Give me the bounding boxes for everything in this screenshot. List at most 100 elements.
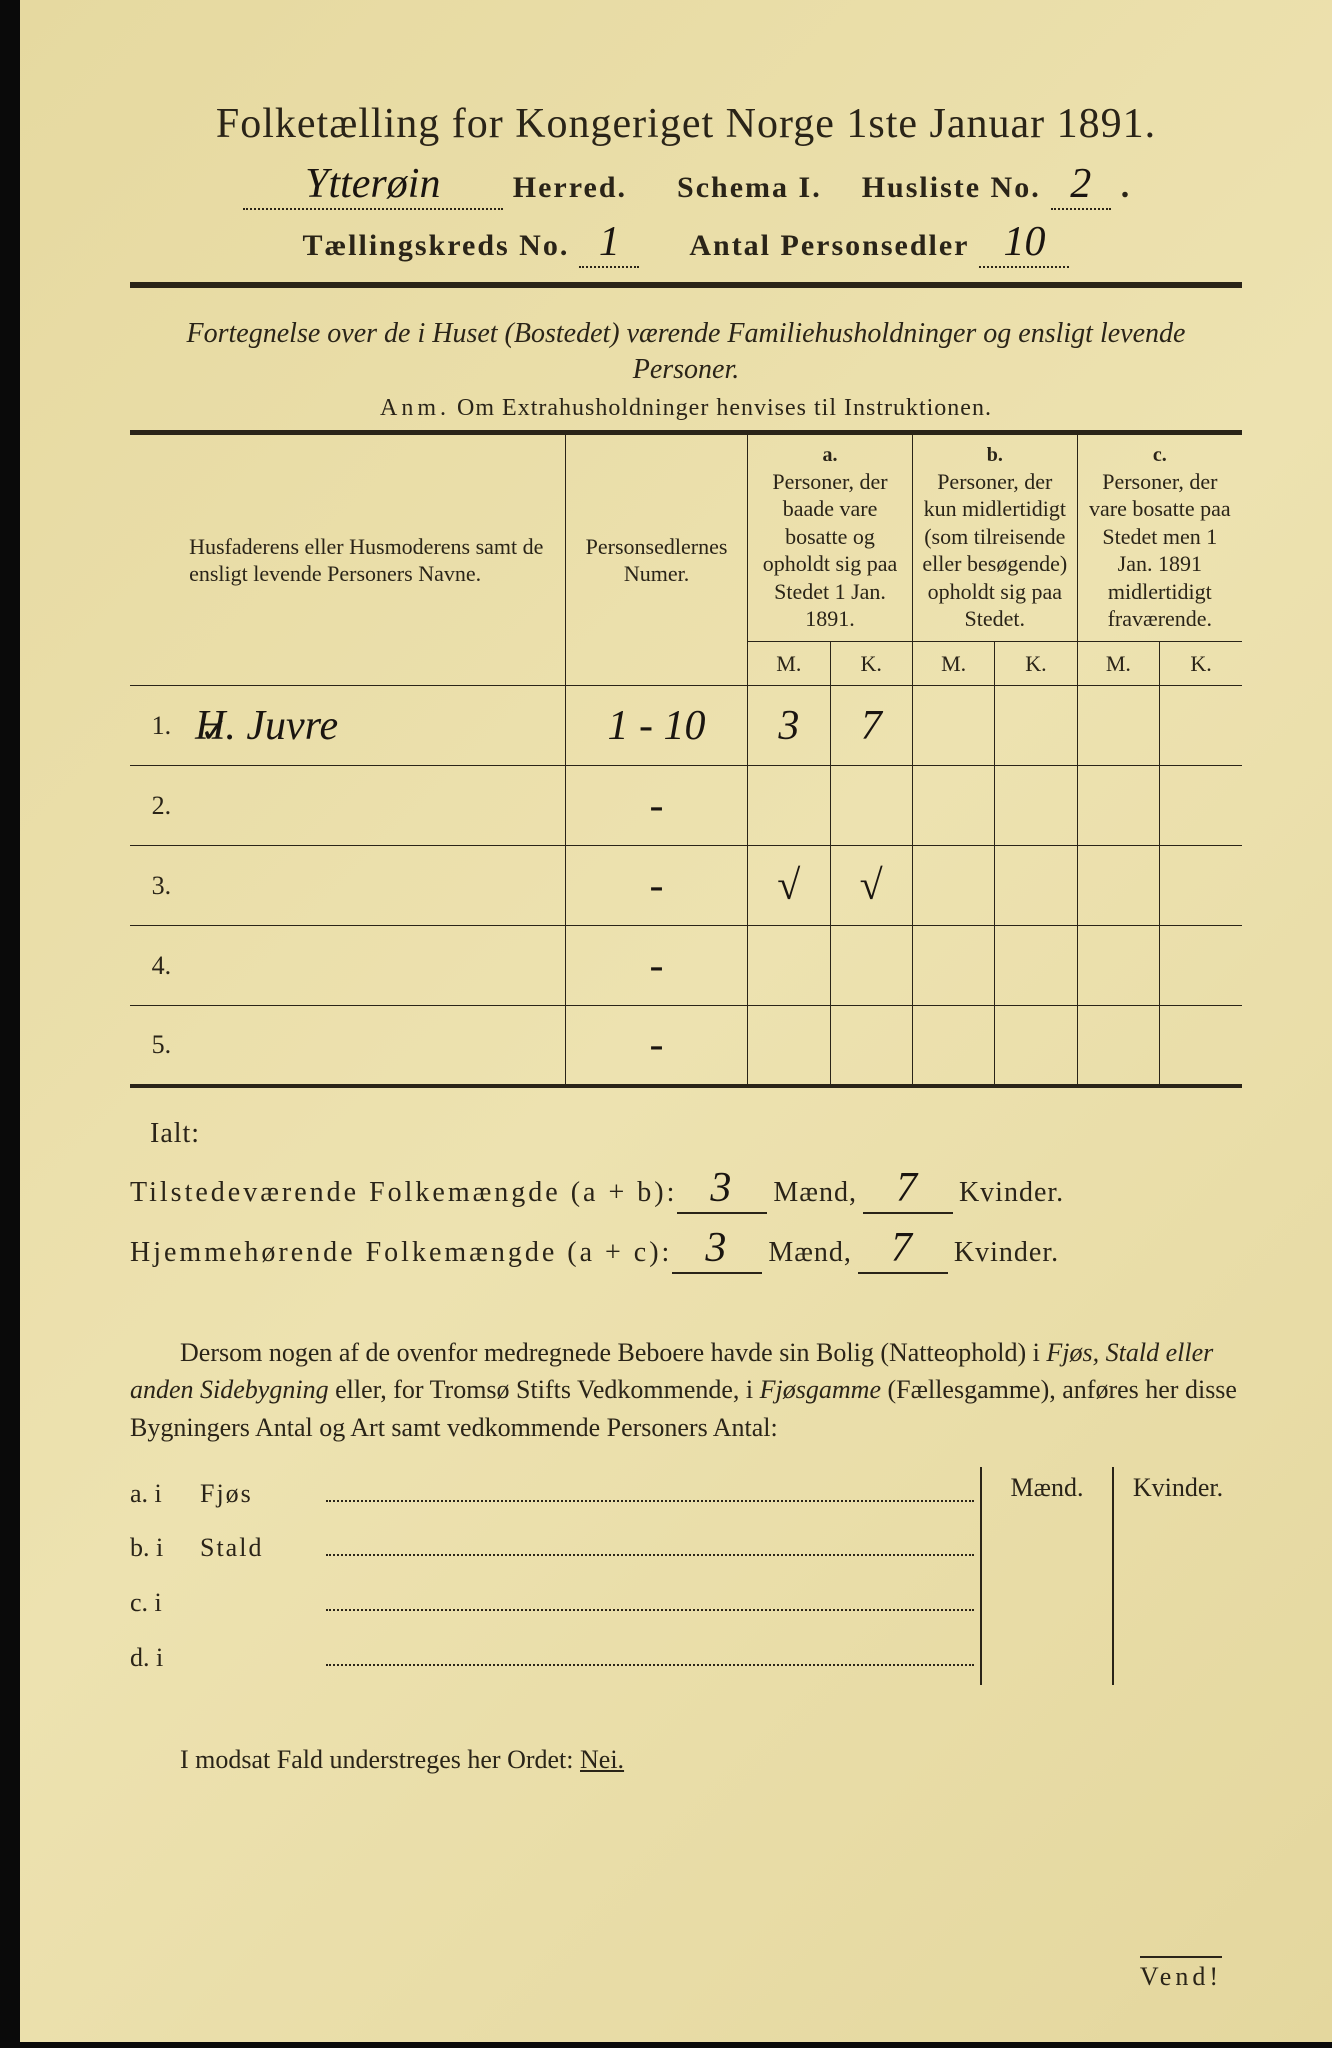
building-list: a. iFjøsb. iStaldc. id. i: [130, 1467, 980, 1685]
col-b-k: K.: [995, 641, 1077, 686]
building-block: a. iFjøsb. iStaldc. id. i Mænd. Kvinder.: [130, 1467, 1242, 1685]
a-m-cell: √: [748, 846, 830, 926]
paragraph: Dersom nogen af de ovenfor medregnede Be…: [130, 1334, 1242, 1447]
a-m-cell: [748, 926, 830, 1006]
col-c-k: K.: [1160, 641, 1242, 686]
husliste-no: 2: [1051, 160, 1111, 210]
dotted-line: [326, 1664, 974, 1666]
a-k-cell: √: [830, 846, 912, 926]
col-b-header: b. Personer, der kun midlertidigt (som t…: [912, 432, 1077, 641]
b-m-cell: [912, 766, 994, 846]
maend-label-2: Mænd,: [768, 1237, 852, 1269]
row-number: 5.: [130, 1006, 177, 1086]
maend-col: Mænd.: [982, 1467, 1112, 1685]
herred-label: Herred.: [513, 171, 627, 205]
husliste-label: Husliste No.: [862, 171, 1041, 205]
a-k-cell: [830, 766, 912, 846]
dotted-line: [326, 1609, 974, 1611]
c-m-cell: [1077, 686, 1159, 766]
a-k-cell: 7: [830, 686, 912, 766]
antal-no: 10: [979, 218, 1069, 268]
numer-cell: -: [565, 846, 747, 926]
home-label: Hjemmehørende Folkemængde (a + c):: [130, 1237, 672, 1269]
checkmark-icon: ✓: [200, 711, 229, 751]
col-c-m: M.: [1077, 641, 1159, 686]
row-number: ✓1.: [130, 686, 177, 766]
antal-label: Antal Personsedler: [689, 229, 969, 263]
building-lab: d. i: [130, 1631, 200, 1686]
footer-nei: Nei.: [580, 1745, 624, 1774]
header-row-1: Ytterøin Herred. Schema I. Husliste No. …: [130, 160, 1242, 210]
page-title: Folketælling for Kongeriget Norge 1ste J…: [130, 100, 1242, 148]
name-cell: [177, 766, 565, 846]
building-row: a. iFjøs: [130, 1467, 980, 1522]
name-cell: [177, 1006, 565, 1086]
c-k-cell: [1160, 1006, 1242, 1086]
c-k-cell: [1160, 926, 1242, 1006]
c-m-cell: [1077, 1006, 1159, 1086]
present-m: 3: [677, 1164, 767, 1214]
ialt-label: Ialt:: [150, 1118, 1242, 1150]
col-numer-header: Personsedlernes Numer.: [565, 432, 747, 686]
b-m-cell: [912, 846, 994, 926]
name-cell: [177, 846, 565, 926]
building-lab: c. i: [130, 1576, 200, 1631]
row-number: 3.: [130, 846, 177, 926]
vend-label: Vend!: [1140, 1956, 1222, 1992]
home-k: 7: [858, 1224, 948, 1274]
b-k-cell: [995, 846, 1077, 926]
divider-thick: [130, 282, 1242, 288]
present-label: Tilstedeværende Folkemængde (a + b):: [130, 1177, 677, 1209]
table-row: 2. -: [130, 766, 1242, 846]
a-m-cell: 3: [748, 686, 830, 766]
c-m-cell: [1077, 766, 1159, 846]
row-number: 2.: [130, 766, 177, 846]
b-k-cell: [995, 926, 1077, 1006]
numer-cell: -: [565, 1006, 747, 1086]
kreds-no: 1: [579, 218, 639, 268]
building-name: Fjøs: [200, 1467, 320, 1522]
kvinder-col: Kvinder.: [1112, 1467, 1242, 1685]
home-m: 3: [672, 1224, 762, 1274]
col-c-header: c. Personer, der vare bosatte paa Stedet…: [1077, 432, 1242, 641]
b-k-cell: [995, 686, 1077, 766]
c-k-cell: [1160, 846, 1242, 926]
col-a-k: K.: [830, 641, 912, 686]
schema-label: Schema I.: [677, 171, 822, 205]
b-m-cell: [912, 1006, 994, 1086]
b-k-cell: [995, 766, 1077, 846]
name-cell: H. Juvre: [177, 686, 565, 766]
building-name: Stald: [200, 1521, 320, 1576]
a-m-cell: [748, 1006, 830, 1086]
table-row: ✓1.H. Juvre1 - 1037: [130, 686, 1242, 766]
numer-cell: 1 - 10: [565, 686, 747, 766]
maend-label: Mænd,: [773, 1177, 857, 1209]
c-k-cell: [1160, 686, 1242, 766]
table-row: 3.-√√: [130, 846, 1242, 926]
b-k-cell: [995, 1006, 1077, 1086]
a-k-cell: [830, 926, 912, 1006]
totals-present: Tilstedeværende Folkemængde (a + b): 3 M…: [130, 1164, 1242, 1214]
numer-cell: -: [565, 926, 747, 1006]
building-row: b. iStald: [130, 1521, 980, 1576]
kvinder-label-2: Kvinder.: [954, 1237, 1059, 1269]
building-row: d. i: [130, 1631, 980, 1686]
totals-home: Hjemmehørende Folkemængde (a + c): 3 Mæn…: [130, 1224, 1242, 1274]
numer-cell: -: [565, 766, 747, 846]
col-a-m: M.: [748, 641, 830, 686]
present-k: 7: [863, 1164, 953, 1214]
mk-box: Mænd. Kvinder.: [980, 1467, 1242, 1685]
c-m-cell: [1077, 926, 1159, 1006]
a-m-cell: [748, 766, 830, 846]
anm-label: Anm.: [380, 395, 450, 421]
intro-text: Fortegnelse over de i Huset (Bostedet) v…: [130, 316, 1242, 389]
footer-line: I modsat Fald understreges her Ordet: Ne…: [130, 1745, 1242, 1775]
anm-line: Anm. Om Extrahusholdninger henvises til …: [130, 395, 1242, 422]
b-m-cell: [912, 926, 994, 1006]
herred-handwritten: Ytterøin: [243, 160, 503, 210]
building-row: c. i: [130, 1576, 980, 1631]
building-lab: a. i: [130, 1467, 200, 1522]
census-form-page: Folketælling for Kongeriget Norge 1ste J…: [0, 0, 1332, 2048]
anm-text: Om Extrahusholdninger henvises til Instr…: [457, 395, 992, 421]
main-table: Husfaderens eller Husmoderens samt de en…: [130, 430, 1242, 1088]
